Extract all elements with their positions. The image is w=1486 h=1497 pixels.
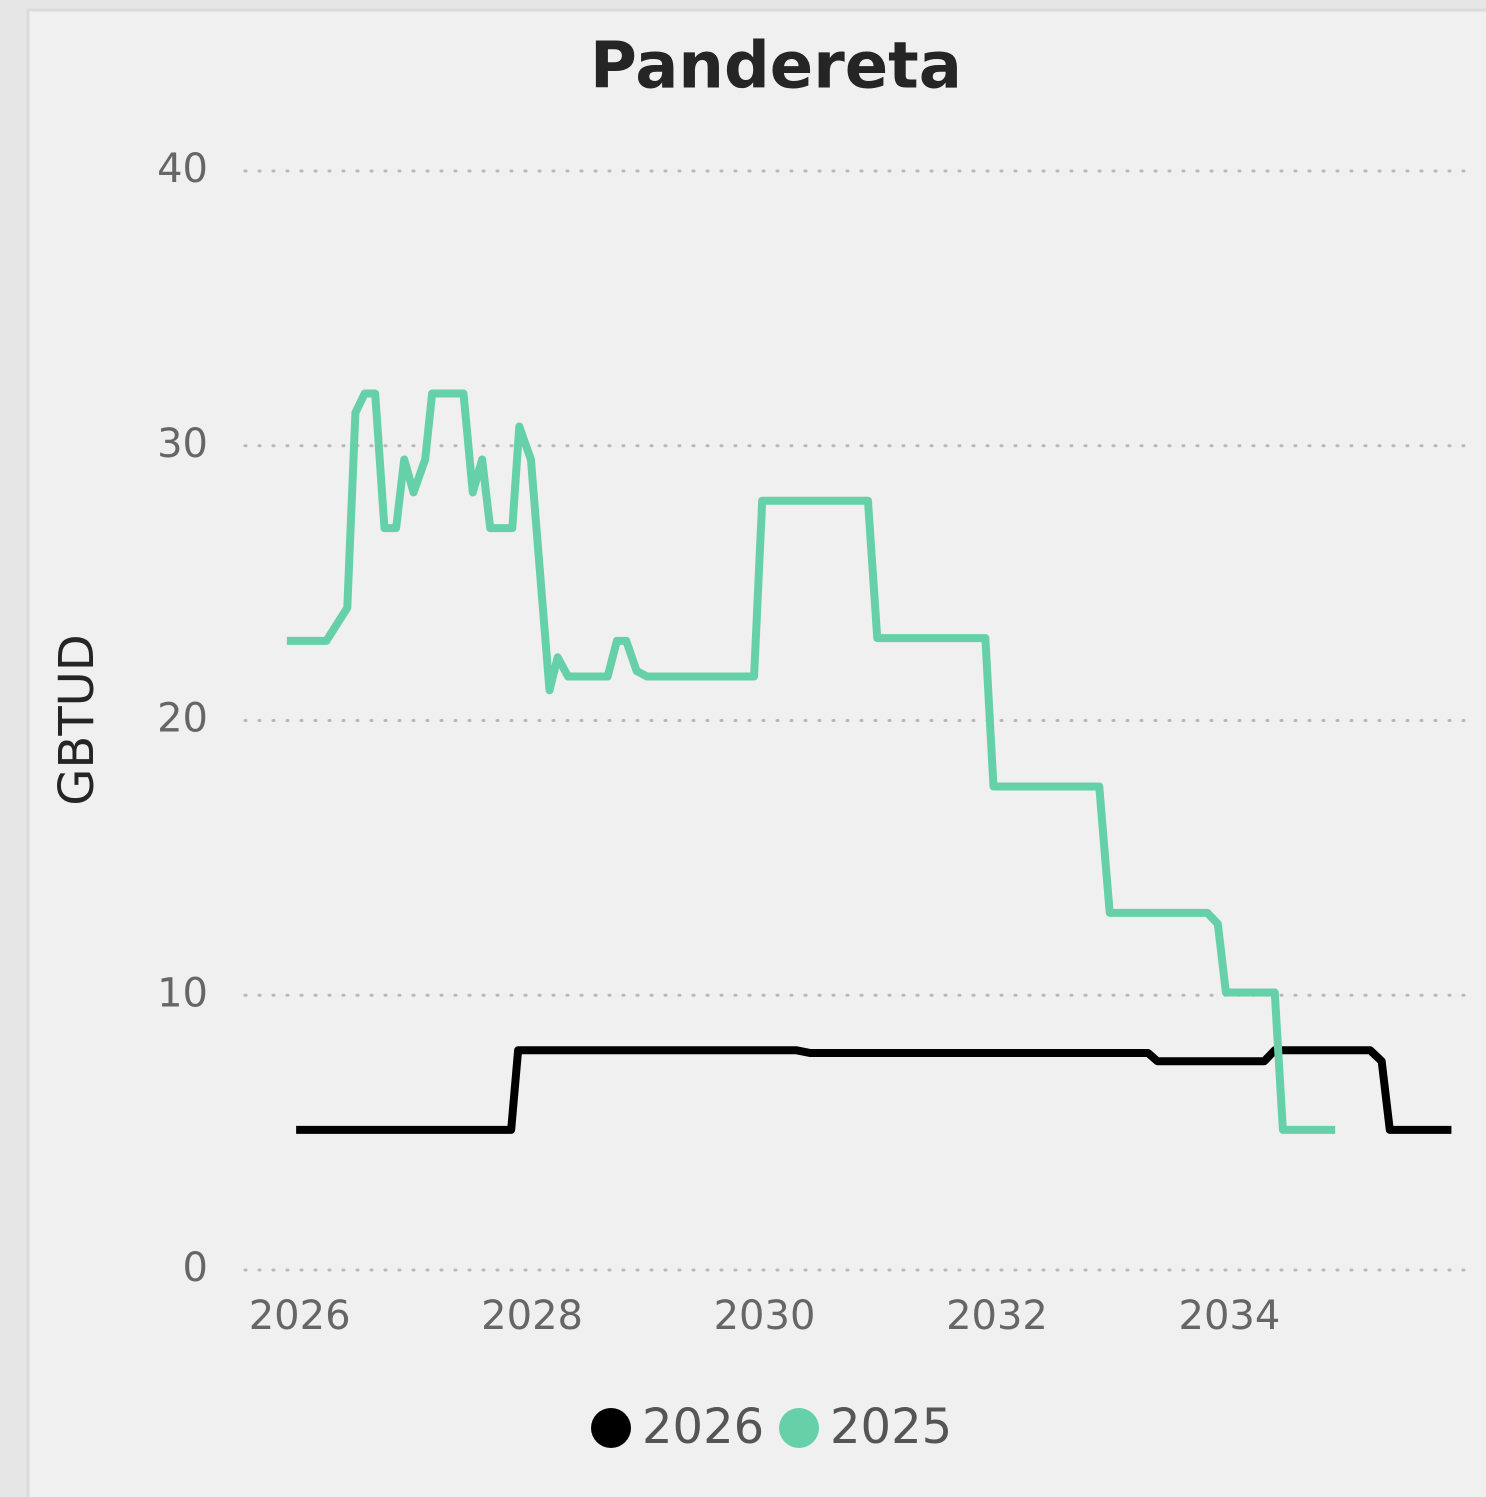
line-series	[286, 389, 1336, 1134]
legend-marker	[591, 1408, 631, 1448]
x-tick-label: 2034	[1179, 1293, 1281, 1339]
y-tick-label: 0	[183, 1245, 208, 1291]
legend-label: 2026	[642, 1399, 764, 1455]
y-axis-label: GBTUD	[49, 634, 105, 806]
legend-marker	[779, 1408, 819, 1448]
line-series	[296, 1046, 1452, 1134]
y-tick-label: 30	[157, 421, 208, 467]
panel	[26, 8, 1486, 1497]
y-tick-label: 10	[157, 970, 208, 1016]
x-tick-label: 2026	[249, 1293, 351, 1339]
x-tick-label: 2032	[946, 1293, 1048, 1339]
chart-title: Pandereta	[590, 30, 962, 104]
x-tick-label: 2028	[481, 1293, 583, 1339]
x-tick-label: 2030	[714, 1293, 816, 1339]
legend-label: 2025	[830, 1399, 952, 1455]
y-tick-label: 40	[157, 146, 208, 192]
y-tick-label: 20	[157, 696, 208, 742]
